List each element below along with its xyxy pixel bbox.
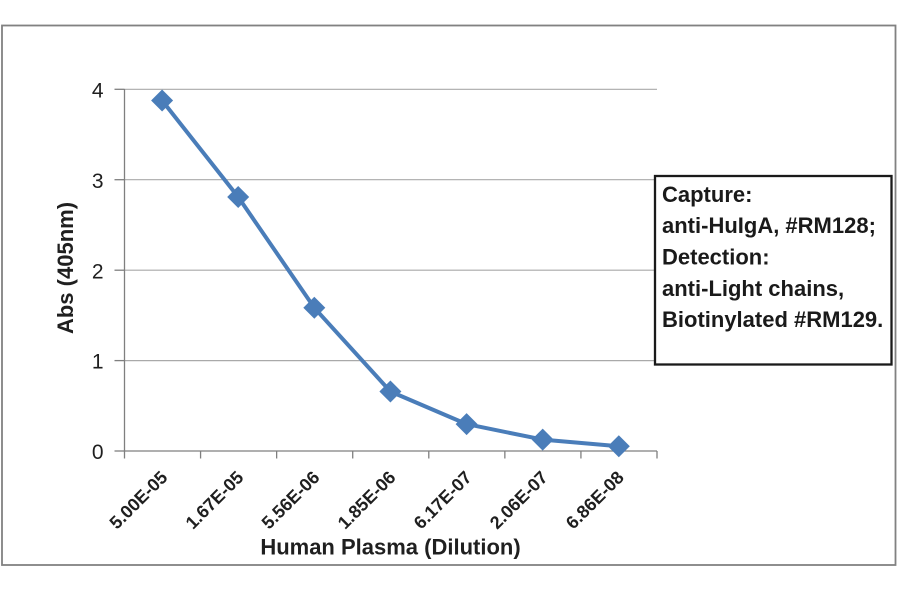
svg-text:Abs (405nm): Abs (405nm) — [53, 202, 78, 334]
svg-text:Human Plasma (Dilution): Human Plasma (Dilution) — [260, 535, 520, 560]
svg-text:2: 2 — [92, 260, 104, 283]
svg-text:Biotinylated #RM129.: Biotinylated #RM129. — [662, 307, 883, 332]
svg-text:4: 4 — [92, 79, 104, 102]
svg-text:0: 0 — [92, 441, 104, 464]
svg-text:anti-HuIgA, #RM128;: anti-HuIgA, #RM128; — [662, 213, 876, 238]
svg-text:Capture:: Capture: — [662, 182, 752, 207]
svg-text:Detection:: Detection: — [662, 244, 770, 269]
svg-text:anti-Light chains,: anti-Light chains, — [662, 276, 844, 301]
svg-text:1: 1 — [92, 351, 104, 374]
svg-text:3: 3 — [92, 170, 104, 193]
